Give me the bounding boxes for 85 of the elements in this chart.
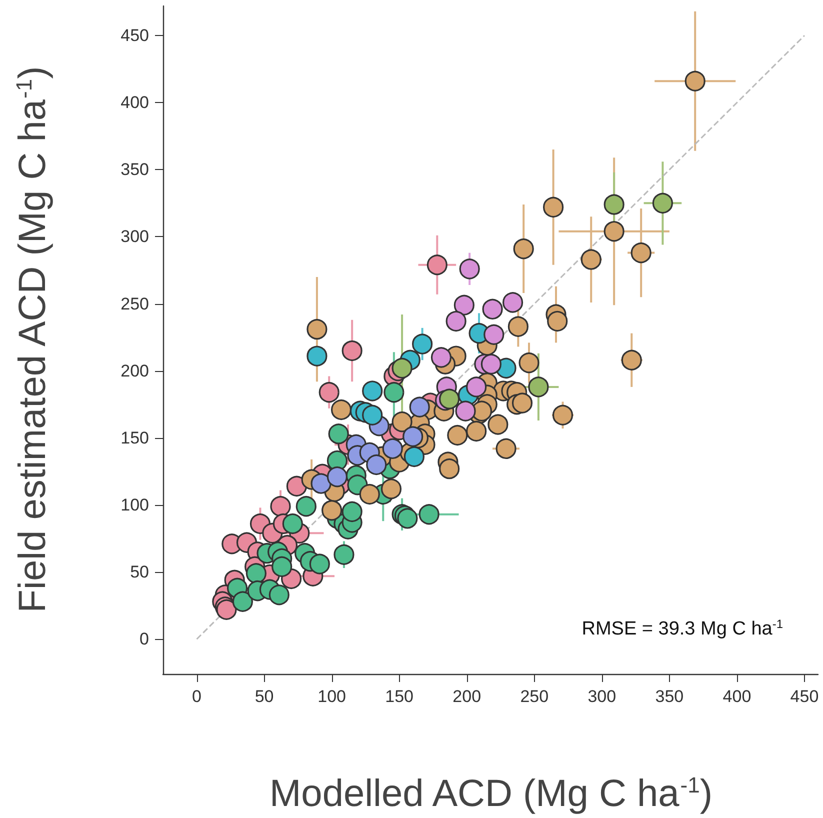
point [447,424,468,446]
point [630,242,652,264]
point [684,70,706,92]
point [426,254,448,276]
point [362,404,383,426]
point [488,414,508,435]
point [652,192,673,214]
point [547,310,568,332]
point [439,458,460,480]
point [270,496,291,517]
point [306,318,328,340]
point [404,446,424,467]
point [543,196,564,218]
point [496,438,516,459]
point [580,249,602,270]
x-tick-label: 450 [790,687,819,706]
point [459,258,480,280]
point [380,478,402,500]
x-tick-label: 200 [452,687,482,706]
y-tick-label: 100 [120,495,149,514]
point [508,316,528,337]
point [362,380,383,402]
point [412,334,433,354]
point [286,476,307,497]
point [552,404,574,426]
point [513,238,534,260]
point [296,496,316,517]
x-tick-label: 150 [385,687,414,706]
point [359,484,380,505]
point [409,396,430,418]
point [330,399,352,420]
point [418,504,440,525]
point [232,591,253,612]
point [484,324,504,345]
point [512,392,533,414]
point [334,544,354,565]
point [366,454,387,476]
point [392,412,412,432]
point [502,292,524,313]
y-tick-label: 50 [130,562,149,582]
point [328,424,349,444]
x-tick-label: 50 [254,687,274,706]
x-tick-label: 100 [318,687,346,706]
y-tick-label: 300 [120,227,149,246]
point [342,340,362,362]
y-axis-title: Field estimated ACD (Mg C ha-1) [12,66,54,613]
point [306,346,328,366]
point [246,563,266,584]
point [342,501,362,522]
point [446,310,466,332]
x-tick-label: 250 [520,687,549,706]
point [402,426,424,447]
point [482,298,503,320]
point [480,354,502,374]
point [310,473,332,494]
point [382,438,403,459]
y-tick-label: 250 [120,294,149,314]
point [466,420,487,442]
y-tick-label: 350 [120,160,149,180]
point [439,388,460,410]
x-tick-label: 350 [655,687,684,706]
point [528,376,549,398]
point [322,500,342,521]
point [466,376,487,398]
point [518,352,540,374]
point [430,347,452,368]
point [282,513,303,534]
point [318,382,340,403]
point [604,221,624,242]
y-tick-label: 450 [120,26,149,46]
point [454,294,474,316]
y-tick-label: 400 [120,93,149,112]
point [309,554,330,574]
point [604,194,624,215]
x-tick-label: 0 [192,687,202,706]
point [268,584,290,606]
y-tick-label: 0 [140,630,149,649]
point [392,358,412,378]
x-tick-label: 300 [588,687,616,706]
point [272,556,292,577]
y-tick-label: 200 [120,361,149,380]
point [621,350,642,370]
y-tick-label: 150 [120,428,149,448]
x-tick-label: 400 [722,687,752,706]
point [384,382,404,403]
